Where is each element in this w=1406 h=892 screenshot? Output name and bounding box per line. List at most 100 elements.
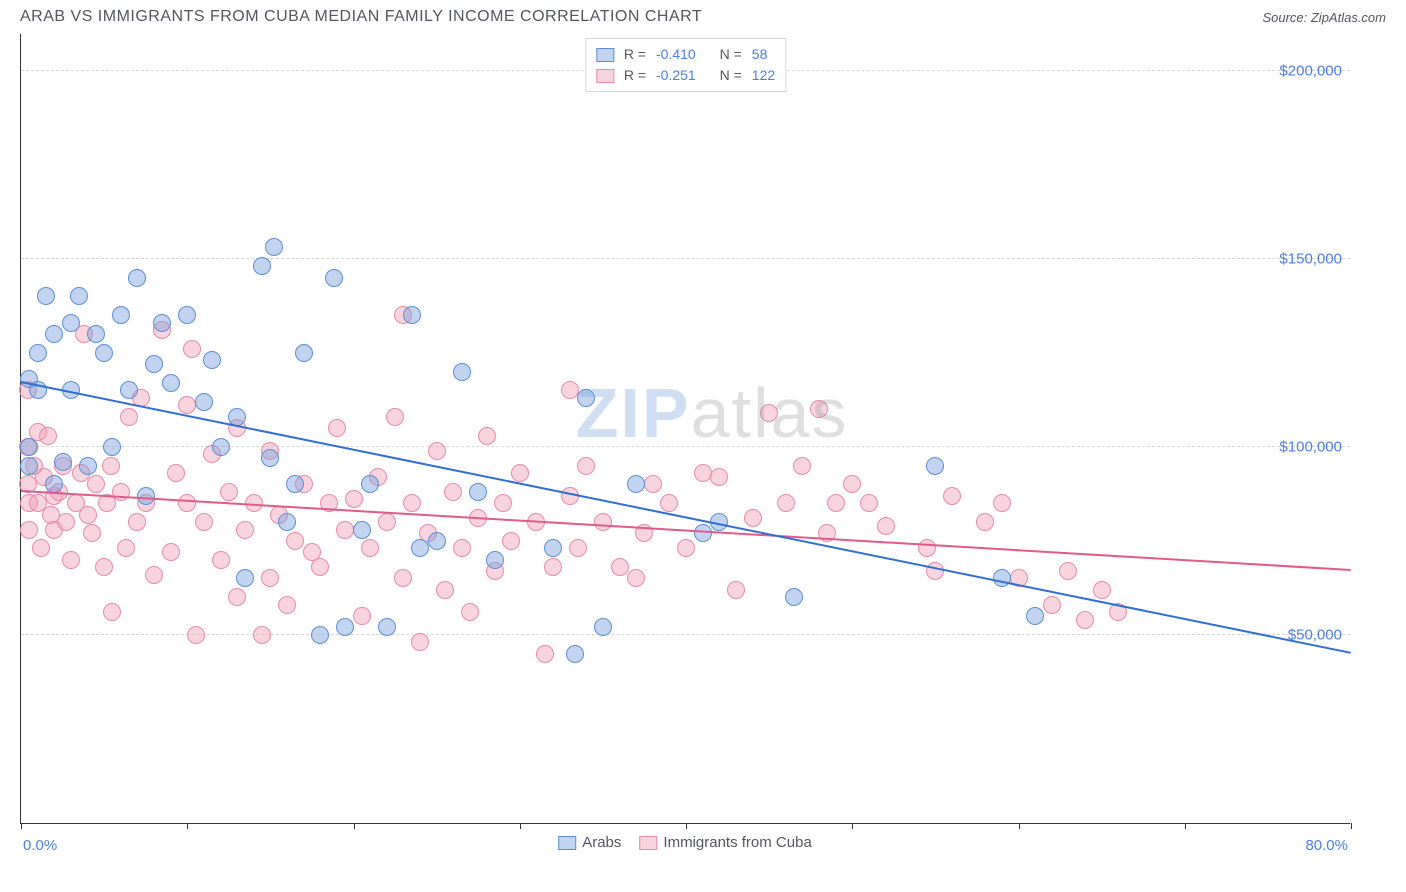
- point-cuba: [744, 509, 762, 527]
- point-cuba: [644, 475, 662, 493]
- point-cuba: [378, 513, 396, 531]
- point-arabs: [128, 269, 146, 287]
- point-arabs: [361, 475, 379, 493]
- point-arabs: [403, 306, 421, 324]
- point-cuba: [461, 603, 479, 621]
- correlation-legend: R = -0.410 N = 58 R = -0.251 N = 122: [585, 38, 786, 92]
- point-cuba: [345, 490, 363, 508]
- series-legend: Arabs Immigrants from Cuba: [558, 834, 812, 851]
- point-arabs: [112, 306, 130, 324]
- point-arabs: [325, 269, 343, 287]
- point-cuba: [877, 517, 895, 535]
- point-cuba: [1059, 562, 1077, 580]
- point-cuba: [569, 539, 587, 557]
- point-arabs: [278, 513, 296, 531]
- point-arabs: [926, 457, 944, 475]
- point-cuba: [1093, 581, 1111, 599]
- point-cuba: [860, 494, 878, 512]
- y-tick-label: $150,000: [1279, 250, 1342, 267]
- chart-wrap: Median Family Income R = -0.410 N = 58 R…: [20, 34, 1350, 824]
- gridline: [21, 634, 1350, 635]
- point-arabs: [577, 389, 595, 407]
- point-cuba: [261, 569, 279, 587]
- point-arabs: [785, 588, 803, 606]
- legend-row-cuba: R = -0.251 N = 122: [596, 65, 775, 86]
- point-arabs: [153, 314, 171, 332]
- point-cuba: [810, 400, 828, 418]
- point-cuba: [793, 457, 811, 475]
- point-cuba: [411, 633, 429, 651]
- point-cuba: [353, 607, 371, 625]
- point-cuba: [918, 539, 936, 557]
- point-cuba: [536, 645, 554, 663]
- point-cuba: [62, 551, 80, 569]
- point-cuba: [167, 464, 185, 482]
- point-cuba: [428, 442, 446, 460]
- point-arabs: [37, 287, 55, 305]
- point-arabs: [627, 475, 645, 493]
- point-cuba: [926, 562, 944, 580]
- point-cuba: [236, 521, 254, 539]
- point-cuba: [453, 539, 471, 557]
- point-arabs: [178, 306, 196, 324]
- point-cuba: [943, 487, 961, 505]
- point-cuba: [660, 494, 678, 512]
- point-arabs: [103, 438, 121, 456]
- swatch-icon: [639, 836, 657, 850]
- point-arabs: [544, 539, 562, 557]
- point-arabs: [87, 325, 105, 343]
- point-cuba: [478, 427, 496, 445]
- point-cuba: [577, 457, 595, 475]
- point-cuba: [727, 581, 745, 599]
- point-cuba: [403, 494, 421, 512]
- point-arabs: [378, 618, 396, 636]
- legend-item-arabs: Arabs: [558, 834, 621, 851]
- point-cuba: [20, 521, 38, 539]
- point-arabs: [286, 475, 304, 493]
- x-tick: [187, 823, 188, 829]
- point-arabs: [195, 393, 213, 411]
- point-cuba: [79, 506, 97, 524]
- point-cuba: [611, 558, 629, 576]
- point-arabs: [95, 344, 113, 362]
- point-cuba: [502, 532, 520, 550]
- chart-header: ARAB VS IMMIGRANTS FROM CUBA MEDIAN FAMI…: [0, 0, 1406, 30]
- legend-item-cuba: Immigrants from Cuba: [639, 834, 811, 851]
- point-cuba: [120, 408, 138, 426]
- point-cuba: [594, 513, 612, 531]
- point-cuba: [178, 396, 196, 414]
- point-cuba: [394, 569, 412, 587]
- point-arabs: [54, 453, 72, 471]
- point-cuba: [511, 464, 529, 482]
- point-cuba: [710, 468, 728, 486]
- point-cuba: [361, 539, 379, 557]
- point-cuba: [444, 483, 462, 501]
- point-cuba: [311, 558, 329, 576]
- point-cuba: [103, 603, 121, 621]
- point-cuba: [777, 494, 795, 512]
- point-cuba: [183, 340, 201, 358]
- scatter-plot: R = -0.410 N = 58 R = -0.251 N = 122 ZIP…: [20, 34, 1350, 824]
- point-cuba: [561, 381, 579, 399]
- point-arabs: [265, 238, 283, 256]
- point-arabs: [20, 438, 38, 456]
- gridline: [21, 258, 1350, 259]
- point-arabs: [20, 457, 38, 475]
- y-tick-label: $200,000: [1279, 62, 1342, 79]
- swatch-icon: [596, 69, 614, 83]
- point-cuba: [336, 521, 354, 539]
- point-arabs: [594, 618, 612, 636]
- point-arabs: [70, 287, 88, 305]
- point-arabs: [236, 569, 254, 587]
- point-cuba: [95, 558, 113, 576]
- swatch-icon: [596, 48, 614, 62]
- point-arabs: [45, 325, 63, 343]
- point-cuba: [87, 475, 105, 493]
- x-tick: [852, 823, 853, 829]
- legend-row-arabs: R = -0.410 N = 58: [596, 44, 775, 65]
- x-max-label: 80.0%: [1305, 837, 1348, 854]
- point-cuba: [253, 626, 271, 644]
- point-arabs: [1026, 607, 1044, 625]
- point-cuba: [32, 539, 50, 557]
- point-arabs: [411, 539, 429, 557]
